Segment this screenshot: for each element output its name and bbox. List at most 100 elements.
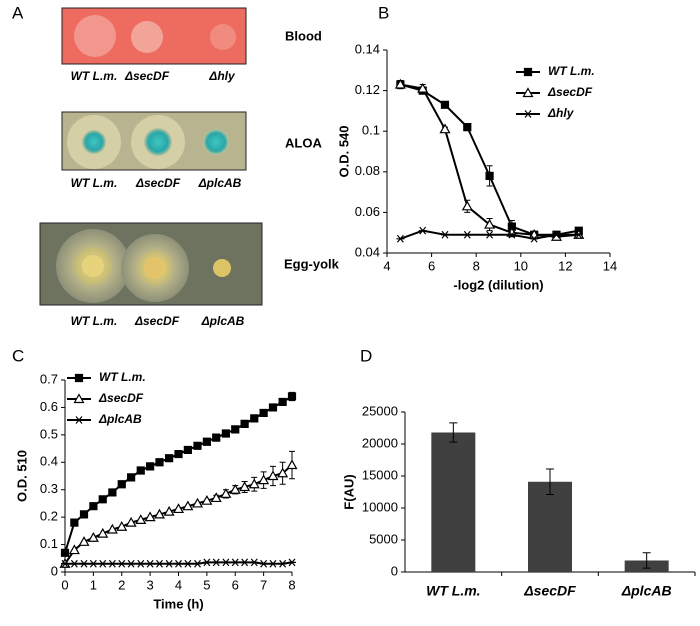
marker — [80, 559, 89, 568]
y-tick-label: 5000 — [369, 531, 398, 546]
x-axis-label: -log2 (dilution) — [453, 277, 543, 292]
y-tick-label: 0.2 — [40, 509, 58, 524]
x-tick-label: 7 — [260, 577, 267, 592]
panel-letter: B — [378, 3, 389, 22]
y-tick-label: 0.1 — [40, 536, 58, 551]
marker — [267, 470, 279, 481]
x-tick-label: 2 — [118, 577, 125, 592]
marker — [212, 433, 221, 442]
y-tick-label: 15000 — [362, 467, 398, 482]
colony — [82, 130, 106, 154]
marker — [202, 558, 211, 567]
marker — [78, 536, 90, 546]
marker — [574, 230, 583, 239]
error-bar — [449, 422, 458, 443]
marker — [277, 467, 289, 478]
marker — [461, 200, 473, 211]
marker — [220, 488, 232, 498]
marker — [146, 462, 155, 471]
marker — [268, 559, 277, 568]
marker — [288, 558, 296, 567]
marker — [108, 559, 117, 568]
x-tick-label: 8 — [288, 577, 295, 592]
colony — [144, 257, 166, 279]
legend-label: WT L.m. — [548, 64, 595, 78]
marker — [485, 171, 494, 180]
x-tick-label: 14 — [603, 258, 617, 273]
y-tick-label: 0.6 — [40, 399, 58, 414]
strain-label: ΔplcAB — [201, 314, 245, 328]
marker — [258, 474, 270, 485]
marker — [61, 559, 69, 568]
marker — [507, 230, 516, 239]
strain-label: Δhly — [208, 69, 236, 83]
colony — [213, 259, 231, 277]
bar — [528, 481, 572, 572]
marker — [463, 123, 472, 132]
x-tick-label: 12 — [558, 258, 572, 273]
marker — [439, 123, 451, 134]
marker — [108, 488, 117, 497]
colony — [144, 128, 172, 156]
y-tick-label: 25000 — [362, 403, 398, 418]
marker — [79, 510, 89, 519]
legend-marker — [75, 416, 83, 424]
y-tick-label: 0.06 — [355, 204, 380, 219]
marker — [552, 230, 561, 239]
colony — [131, 21, 163, 53]
legend-marker — [522, 87, 534, 98]
x-tick-label: 4 — [383, 258, 390, 273]
marker — [144, 511, 156, 522]
panel-letter: C — [12, 346, 24, 365]
marker — [440, 100, 450, 109]
marker — [394, 78, 406, 89]
y-tick-label: 0.12 — [355, 82, 380, 97]
marker — [127, 473, 136, 482]
x-tick-label: ΔsecDF — [523, 583, 576, 599]
marker — [231, 425, 240, 434]
marker — [89, 502, 98, 511]
panel-letter: D — [360, 346, 372, 365]
strain-label: WT L.m. — [71, 69, 118, 83]
marker — [231, 558, 240, 567]
legend-label: ΔsecDF — [98, 391, 144, 405]
y-tick-label: 0.14 — [355, 41, 380, 56]
x-tick-label: 6 — [232, 577, 239, 592]
marker — [286, 459, 298, 470]
strain-label: ΔplcAB — [198, 176, 242, 190]
marker — [250, 414, 259, 423]
legend-marker — [524, 110, 532, 118]
marker — [174, 449, 183, 459]
x-tick-label: 4 — [175, 577, 182, 592]
marker — [163, 505, 175, 516]
marker — [136, 559, 145, 568]
strain-label: ΔsecDF — [135, 176, 181, 190]
marker — [210, 492, 222, 503]
plate-label: ALOA — [285, 135, 322, 150]
marker — [68, 544, 80, 555]
marker — [155, 559, 164, 568]
marker — [125, 516, 137, 527]
marker — [259, 408, 268, 418]
x-tick-label: 5 — [203, 577, 210, 592]
x-tick-label: 1 — [90, 577, 97, 592]
marker — [278, 397, 287, 407]
marker — [117, 559, 126, 568]
marker — [165, 559, 174, 568]
colony — [74, 15, 116, 57]
y-tick-label: 0.3 — [40, 481, 58, 496]
y-tick-label: 10000 — [362, 499, 398, 514]
legend-label: ΔplcAB — [98, 412, 142, 426]
marker — [70, 518, 79, 527]
marker — [248, 478, 260, 489]
legend-marker — [523, 67, 533, 77]
plate-label: Blood — [285, 28, 322, 43]
marker — [463, 230, 472, 239]
series-line — [64, 464, 293, 565]
marker — [221, 429, 230, 438]
marker — [221, 558, 230, 567]
y-tick-label: 0.7 — [40, 371, 58, 386]
strain-label: ΔsecDF — [124, 69, 170, 83]
x-tick-label: 0 — [61, 577, 68, 592]
